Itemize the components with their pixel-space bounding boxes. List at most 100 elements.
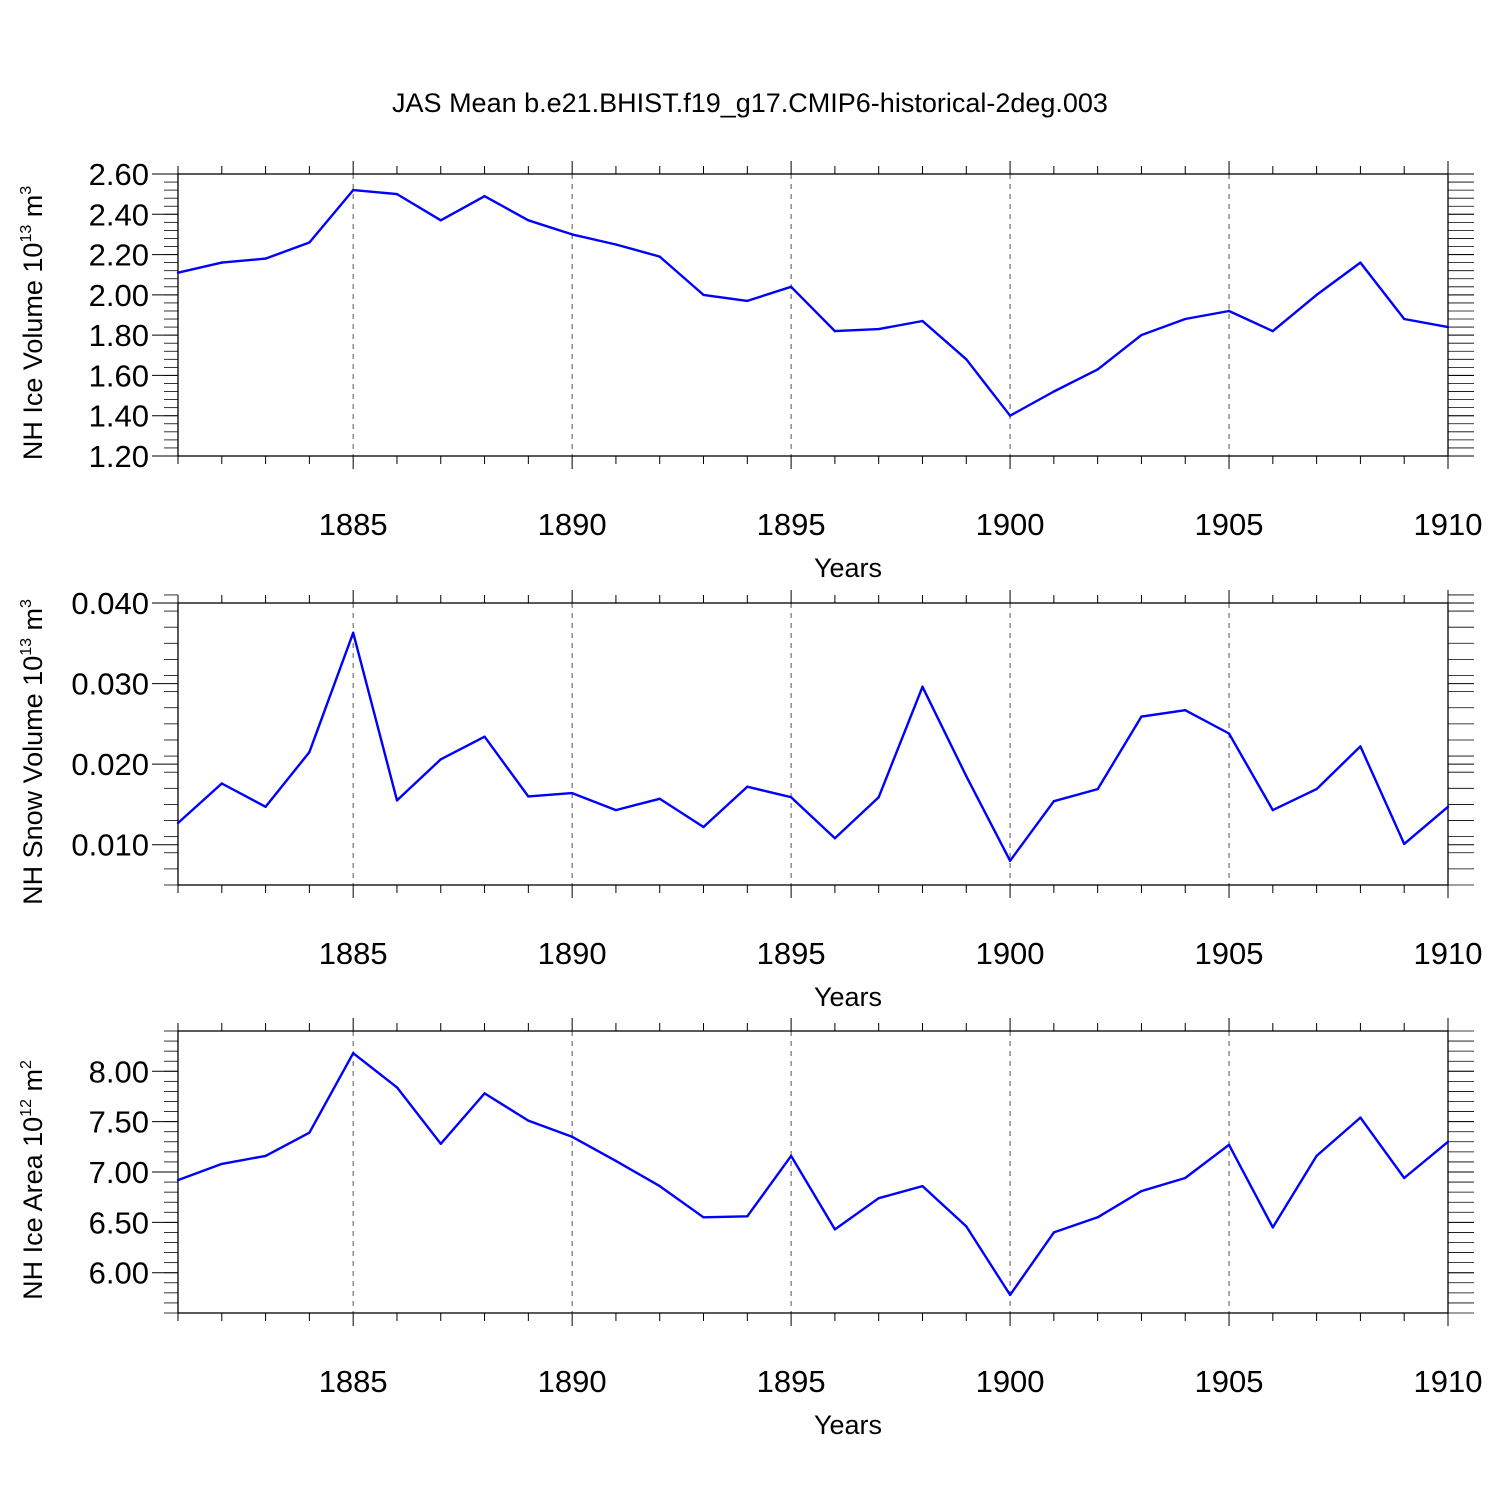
- series-line: [177, 631, 1449, 862]
- data-point: [1446, 1140, 1450, 1143]
- data-point: [351, 1051, 355, 1055]
- y-tick-label: 6.00: [89, 1256, 149, 1291]
- data-point: [833, 329, 837, 333]
- y-tick-label: 1.20: [89, 439, 149, 474]
- x-tick-label: 1890: [538, 936, 607, 971]
- data-point: [483, 194, 486, 198]
- y-axis-label-text: m: [18, 608, 48, 638]
- y-axis-label-text: NH Ice Area 10: [18, 1117, 48, 1300]
- data-point: [965, 1225, 968, 1228]
- x-tick-label: 1895: [757, 1364, 826, 1399]
- y-axis-label-superscript: 2: [18, 1060, 35, 1069]
- y-axis-label-superscript: 12: [18, 1099, 35, 1117]
- y-axis-label: NH Ice Volume 1013 m3: [18, 186, 48, 460]
- data-point: [702, 293, 705, 297]
- data-point: [176, 271, 180, 274]
- data-point: [527, 219, 530, 222]
- data-point: [833, 837, 837, 840]
- y-tick-label: 2.40: [89, 197, 149, 232]
- data-point: [877, 327, 880, 331]
- data-point: [614, 808, 618, 812]
- y-tick-label: 1.60: [89, 358, 149, 393]
- data-point: [1315, 787, 1318, 791]
- data-point: [1008, 1293, 1012, 1297]
- data-point: [220, 261, 223, 264]
- data-point: [921, 319, 924, 323]
- x-tick-label: 1900: [976, 507, 1045, 542]
- data-point: [789, 795, 793, 799]
- data-point: [658, 1184, 661, 1188]
- data-point: [264, 805, 267, 809]
- x-tick-label: 1900: [976, 1364, 1045, 1399]
- data-point: [527, 795, 530, 798]
- data-point: [1184, 1176, 1187, 1180]
- x-axis-label: Years: [814, 982, 882, 1012]
- y-tick-label: 7.00: [89, 1155, 149, 1190]
- data-point: [1227, 732, 1231, 735]
- y-tick-label: 6.50: [89, 1205, 149, 1240]
- data-point: [220, 1162, 223, 1166]
- data-point: [1359, 1116, 1362, 1119]
- data-point: [351, 631, 355, 635]
- data-point: [395, 192, 399, 196]
- data-point: [1227, 1143, 1231, 1147]
- data-point: [1271, 808, 1275, 812]
- data-point: [1096, 1216, 1099, 1219]
- panels: 1.20 1.40 1.60 1.80 2.00 2.20 2.40 2.60 1885 1890…: [18, 157, 1482, 1440]
- data-point: [1184, 708, 1187, 712]
- y-axis-label-text: NH Snow Volume 10: [18, 656, 48, 905]
- data-point: [746, 299, 749, 303]
- data-point: [1271, 1226, 1275, 1229]
- data-point: [965, 775, 968, 778]
- data-point: [176, 1178, 180, 1182]
- y-tick-label: 0.020: [71, 747, 149, 782]
- data-point: [702, 825, 705, 829]
- data-point: [1008, 859, 1012, 863]
- data-point: [1227, 309, 1231, 313]
- y-tick-label: 2.20: [89, 238, 149, 273]
- data-point: [308, 241, 311, 244]
- data-point: [1403, 842, 1406, 846]
- data-point: [439, 758, 442, 761]
- series-line: [177, 1051, 1449, 1297]
- data-point: [921, 685, 924, 688]
- y-axis-label-text: m: [18, 195, 48, 225]
- y-axis-label-text: NH Ice Volume 10: [18, 243, 48, 461]
- y-axis-label-text: m: [18, 1069, 48, 1099]
- x-tick-label: 1890: [538, 507, 607, 542]
- x-tick-label: 1905: [1195, 1364, 1264, 1399]
- x-tick-label: 1885: [319, 936, 388, 971]
- data-point: [1315, 1154, 1318, 1158]
- plot-frame: [177, 173, 1449, 457]
- y-tick-label: 0.040: [71, 586, 149, 621]
- data-point: [1403, 1176, 1406, 1180]
- data-point: [1140, 1189, 1143, 1193]
- data-point: [1140, 333, 1143, 337]
- data-point: [1096, 368, 1099, 371]
- x-tick-label: 1910: [1414, 936, 1483, 971]
- series-line: [177, 188, 1449, 417]
- data-point: [746, 785, 749, 788]
- x-axis-label: Years: [814, 553, 882, 583]
- x-tick-label: 1905: [1195, 507, 1264, 542]
- y-tick-label: 2.00: [89, 278, 149, 313]
- chart-panel-2: 0.010 0.020 0.030 0.040 1885 1890 1895 1900 1905…: [18, 586, 1482, 1012]
- plot-frame: [177, 602, 1449, 886]
- x-tick-label: 1895: [757, 507, 826, 542]
- data-point: [527, 1119, 530, 1122]
- data-point: [483, 1092, 486, 1095]
- data-point: [833, 1228, 837, 1231]
- data-point: [570, 791, 574, 795]
- data-point: [351, 188, 355, 192]
- y-axis-label-superscript: 3: [18, 599, 35, 608]
- data-point: [614, 1159, 618, 1163]
- data-point: [308, 750, 311, 754]
- data-point: [1403, 317, 1406, 321]
- data-point: [439, 219, 442, 222]
- x-tick-label: 1885: [319, 507, 388, 542]
- data-point: [1446, 325, 1450, 329]
- data-point: [1052, 800, 1056, 803]
- data-point: [921, 1184, 924, 1188]
- data-point: [220, 782, 223, 785]
- data-point: [308, 1131, 311, 1134]
